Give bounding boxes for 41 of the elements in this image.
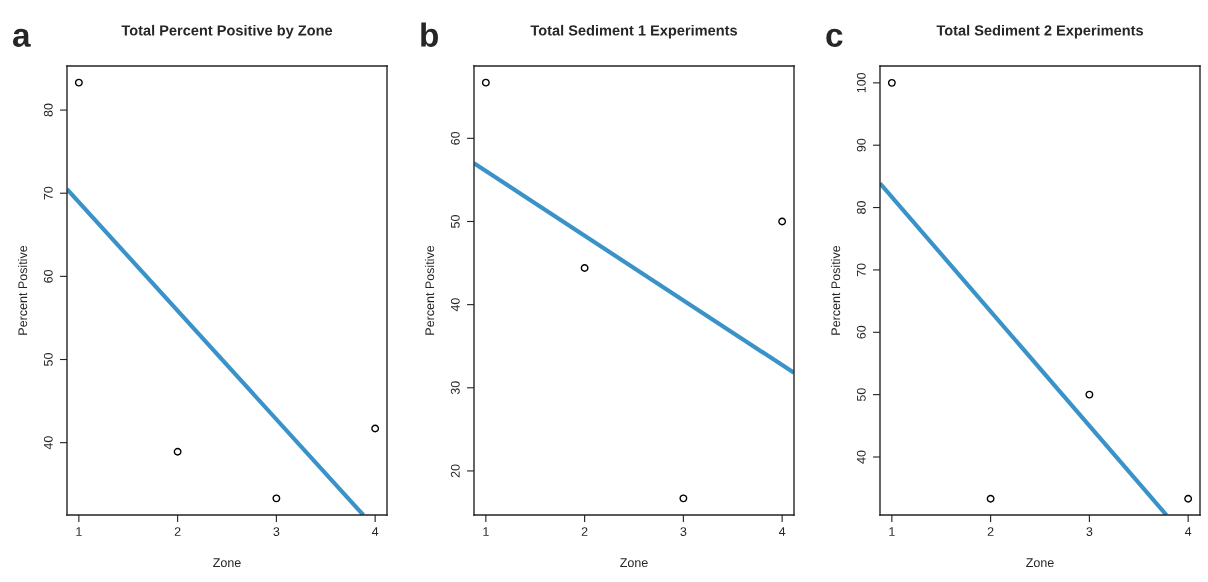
text: c [826,28,843,47]
x-axis-title: Zone [620,558,648,568]
x-tick-label: 2 [987,527,994,536]
x-tick-label: 1 [76,527,82,536]
x-axis-title: Zone [213,558,241,568]
y-tick-label: 90 [856,138,866,152]
x-tick-label: 2 [581,527,588,536]
x-tick-label: 3 [680,527,687,536]
y-tick-label: 100 [856,72,866,93]
y-axis-title: Percent Positive [425,245,435,335]
x-tick-label: 2 [174,527,181,536]
y-tick-label: 40 [856,450,866,464]
y-tick-label: 40 [450,298,460,312]
y-tick-label: 60 [450,131,460,145]
chart-title: Total Sediment 1 Experiments [530,24,738,39]
y-tick-label: 50 [450,215,460,228]
y-tick-label: 30 [450,381,460,395]
x-tick-label: 4 [1184,527,1192,536]
y-tick-label: 40 [43,436,53,450]
x-tick-label: 4 [371,527,379,536]
y-tick-label: 80 [856,201,866,214]
y-tick-label: 50 [43,353,53,366]
y-axis-title: Percent Positive [831,245,841,335]
y-tick-label: 50 [856,388,866,402]
y-tick-label: 20 [450,464,460,478]
y-tick-label: 60 [43,269,53,283]
y-tick-label: 70 [856,263,866,277]
x-tick-label: 3 [273,527,280,536]
y-axis-title: Percent Positive [18,245,28,335]
x-tick-label: 1 [483,527,489,536]
chart-title: Total Sediment 2 Experiments [936,24,1144,39]
text: a [12,28,31,47]
chart-title: Total Percent Positive by Zone [121,24,333,39]
y-tick-label: 80 [43,103,53,117]
x-tick-label: 3 [1086,527,1093,536]
x-tick-label: 1 [889,527,895,536]
text: b [421,22,438,47]
x-axis-title: Zone [1026,558,1054,568]
y-tick-label: 60 [856,325,866,339]
y-tick-label: 70 [43,186,53,200]
x-tick-label: 4 [778,527,786,536]
